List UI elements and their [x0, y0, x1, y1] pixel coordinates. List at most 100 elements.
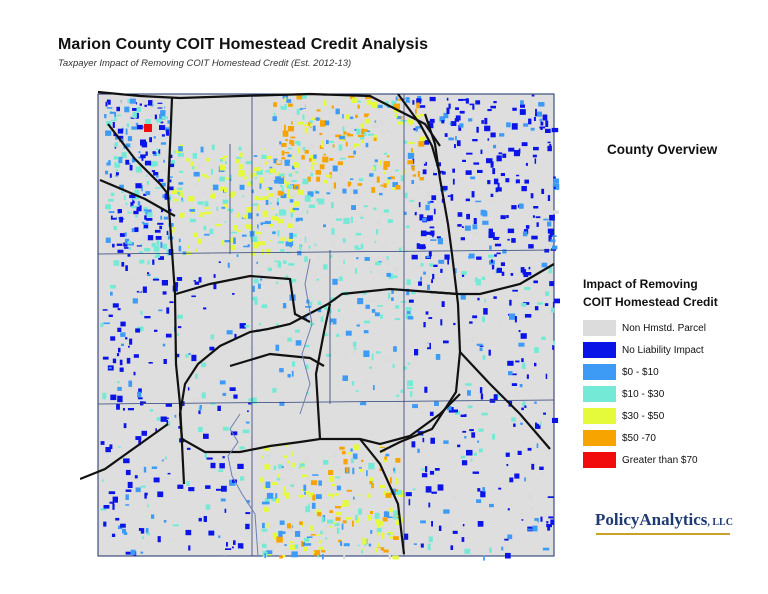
parcel: [425, 311, 429, 315]
parcel: [238, 375, 241, 382]
parcel: [161, 459, 164, 462]
parcel: [366, 336, 372, 339]
parcel: [130, 549, 136, 556]
parcel: [525, 344, 531, 349]
parcel: [178, 426, 182, 429]
parcel: [392, 363, 395, 369]
parcel: [428, 251, 432, 257]
parcel: [133, 210, 139, 215]
parcel: [549, 214, 555, 221]
parcel: [383, 171, 386, 174]
parcel: [472, 224, 478, 230]
parcel: [446, 107, 450, 114]
parcel: [231, 546, 234, 549]
parcel: [380, 184, 384, 187]
parcel: [328, 476, 335, 482]
parcel: [363, 330, 369, 334]
parcel: [377, 531, 381, 536]
parcel: [529, 102, 535, 105]
parcel: [409, 327, 414, 331]
parcel: [138, 388, 142, 393]
parcel: [326, 352, 332, 357]
parcel: [500, 173, 505, 177]
parcel: [232, 293, 235, 295]
parcel: [484, 117, 488, 125]
parcel: [508, 371, 513, 376]
county-map[interactable]: [79, 84, 580, 574]
parcel: [169, 179, 172, 183]
parcel: [145, 218, 153, 221]
parcel: [520, 267, 525, 273]
parcel: [109, 501, 114, 504]
parcel: [276, 465, 278, 469]
parcel: [464, 436, 467, 439]
parcel: [386, 128, 391, 132]
parcel: [305, 475, 311, 481]
parcel: [258, 198, 263, 201]
parcel: [371, 353, 374, 361]
parcel: [481, 276, 486, 280]
parcel: [253, 246, 259, 249]
parcel: [353, 444, 360, 450]
parcel: [502, 153, 507, 158]
parcel: [508, 147, 515, 152]
parcel: [454, 268, 457, 274]
parcel: [307, 267, 312, 272]
parcel: [379, 448, 386, 451]
parcel: [272, 165, 276, 170]
parcel: [460, 237, 465, 241]
parcel: [138, 397, 143, 400]
parcel: [280, 282, 284, 288]
parcel: [256, 169, 263, 175]
parcel: [307, 176, 311, 182]
parcel: [539, 118, 542, 122]
legend-swatch: [583, 452, 616, 468]
parcel: [259, 323, 262, 326]
parcel: [125, 494, 129, 500]
parcel: [321, 516, 325, 523]
parcel: [370, 530, 373, 534]
parcel: [246, 364, 252, 368]
parcel: [357, 462, 360, 468]
parcel: [264, 553, 266, 559]
parcel: [475, 279, 481, 286]
parcel: [302, 474, 307, 478]
parcel: [367, 493, 371, 498]
parcel: [312, 551, 315, 554]
parcel: [481, 412, 488, 416]
parcel: [306, 397, 310, 404]
parcel: [390, 533, 397, 538]
parcel: [360, 453, 363, 456]
parcel: [286, 190, 289, 197]
parcel: [350, 95, 354, 99]
parcel: [303, 484, 307, 491]
parcel: [505, 552, 511, 559]
parcel: [344, 100, 347, 103]
parcel: [156, 417, 162, 421]
parcel: [292, 361, 296, 367]
parcel: [406, 288, 410, 296]
parcel: [177, 314, 183, 319]
parcel: [213, 242, 220, 245]
parcel: [224, 202, 227, 209]
parcel: [115, 213, 120, 217]
parcel: [101, 430, 104, 434]
parcel: [383, 549, 389, 553]
parcel: [374, 292, 380, 299]
parcel: [278, 464, 282, 469]
parcel: [459, 176, 464, 181]
parcel: [532, 525, 538, 532]
parcel: [123, 195, 126, 201]
parcel: [540, 217, 543, 221]
parcel: [308, 204, 315, 208]
parcel: [317, 99, 321, 101]
parcel: [455, 136, 457, 141]
parcel: [233, 394, 238, 399]
parcel: [383, 511, 390, 518]
parcel: [531, 94, 535, 97]
parcel: [499, 133, 505, 137]
parcel: [380, 130, 386, 135]
parcel: [309, 120, 313, 123]
parcel: [116, 106, 120, 112]
parcel: [252, 296, 258, 301]
